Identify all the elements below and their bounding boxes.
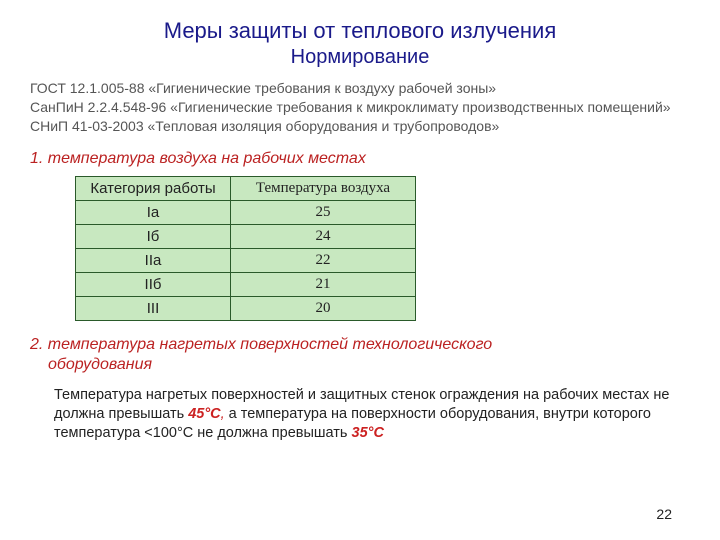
references-block: ГОСТ 12.1.005-88 «Гигиенические требован… xyxy=(30,79,690,136)
section2-heading-line1: 2. температура нагретых поверхностей тех… xyxy=(30,336,492,353)
section2-heading: 2. температура нагретых поверхностей тех… xyxy=(30,335,690,377)
section1-heading: 1. температура воздуха на рабочих местах xyxy=(30,150,690,168)
comma: , xyxy=(221,406,229,422)
table-row: Iб 24 xyxy=(76,224,416,248)
table-cell: III xyxy=(76,296,231,320)
reference-line: СанПиН 2.2.4.548-96 «Гигиенические требо… xyxy=(30,98,690,117)
page-title: Меры защиты от теплового излучения xyxy=(30,18,690,44)
page-number: 22 xyxy=(656,506,672,522)
temp-45-highlight: 45°С xyxy=(188,406,220,422)
table-cell: Iб xyxy=(76,224,231,248)
table-cell: Iа xyxy=(76,200,231,224)
table-cell: 21 xyxy=(231,272,416,296)
table-cell: 22 xyxy=(231,248,416,272)
table-cell: IIб xyxy=(76,272,231,296)
reference-line: СНиП 41-03-2003 «Тепловая изоляция обору… xyxy=(30,117,690,136)
table-row: IIа 22 xyxy=(76,248,416,272)
table-cell: 20 xyxy=(231,296,416,320)
table-row: III 20 xyxy=(76,296,416,320)
section2-body: Температура нагретых поверхностей и защи… xyxy=(30,386,690,443)
table-cell: 24 xyxy=(231,224,416,248)
table-row: Iа 25 xyxy=(76,200,416,224)
table-cell: IIа xyxy=(76,248,231,272)
reference-line: ГОСТ 12.1.005-88 «Гигиенические требован… xyxy=(30,79,690,98)
page-subtitle: Нормирование xyxy=(30,46,690,69)
table-row: IIб 21 xyxy=(76,272,416,296)
temperature-table-wrap: Категория работы Температура воздуха Iа … xyxy=(75,176,690,321)
table-header-cell: Категория работы xyxy=(76,176,231,200)
temperature-table: Категория работы Температура воздуха Iа … xyxy=(75,176,416,321)
table-header-cell: Температура воздуха xyxy=(231,176,416,200)
section2-heading-line2: оборудования xyxy=(30,355,690,376)
table-cell: 25 xyxy=(231,200,416,224)
table-header-row: Категория работы Температура воздуха xyxy=(76,176,416,200)
temp-35-highlight: 35°С xyxy=(352,425,384,441)
